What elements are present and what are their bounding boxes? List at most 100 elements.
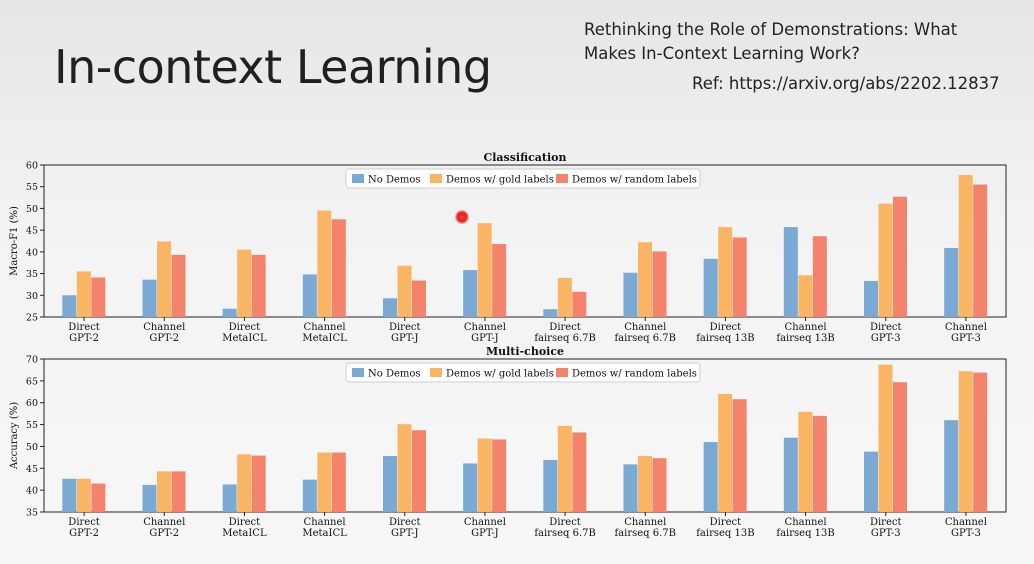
bar-demos-w-gold-labels xyxy=(638,456,652,512)
x-tick-label-line1: Channel xyxy=(624,322,666,333)
bar-no-demos xyxy=(783,437,798,512)
bar-demos-w-random-labels xyxy=(91,277,106,317)
bar-demos-w-gold-labels xyxy=(878,203,893,317)
y-tick-label: 65 xyxy=(26,376,38,387)
x-tick-label-line1: Direct xyxy=(68,322,100,333)
x-tick-label-line2: fairseq 6.7B xyxy=(614,333,676,344)
bar-no-demos xyxy=(864,451,878,512)
x-tick-label-line2: fairseq 6.7B xyxy=(534,528,596,539)
paper-title: Rethinking the Role of Demonstrations: W… xyxy=(584,20,958,63)
bar-no-demos xyxy=(623,272,638,317)
bar-demos-w-random-labels xyxy=(973,184,988,317)
bar-demos-w-random-labels xyxy=(812,236,827,317)
legend-swatch xyxy=(556,174,568,183)
bar-no-demos xyxy=(944,420,959,512)
bar-no-demos xyxy=(302,274,317,317)
bar-no-demos xyxy=(222,308,237,317)
bar-no-demos xyxy=(142,484,157,512)
x-tick-label-line1: Direct xyxy=(68,517,100,528)
x-tick-label-line2: fairseq 13B xyxy=(696,333,754,344)
x-tick-label-line1: Channel xyxy=(143,322,185,333)
x-tick-label-line1: Direct xyxy=(710,322,742,333)
bar-no-demos xyxy=(383,456,397,512)
bar-demos-w-random-labels xyxy=(251,254,266,317)
bar-demos-w-gold-labels xyxy=(397,265,412,317)
bar-demos-w-random-labels xyxy=(492,244,507,317)
bar-demos-w-random-labels xyxy=(732,237,747,317)
x-tick-label-line1: Channel xyxy=(304,322,346,333)
bar-demos-w-random-labels xyxy=(893,382,907,512)
bar-demos-w-gold-labels xyxy=(718,393,733,512)
x-tick-label-line2: GPT-3 xyxy=(871,528,901,539)
y-tick-label: 35 xyxy=(26,508,38,519)
bar-demos-w-random-labels xyxy=(412,280,426,317)
bar-no-demos xyxy=(62,478,77,512)
x-tick-label-line1: Direct xyxy=(549,517,581,528)
legend-label: No Demos xyxy=(368,369,421,380)
y-tick-label: 55 xyxy=(26,420,38,431)
bar-demos-w-gold-labels xyxy=(76,271,91,317)
y-tick-label: 55 xyxy=(26,182,38,193)
x-tick-label-line2: GPT-J xyxy=(471,528,499,539)
bar-demos-w-gold-labels xyxy=(477,438,492,512)
bar-demos-w-random-labels xyxy=(492,439,507,512)
bar-no-demos xyxy=(543,309,558,317)
bar-demos-w-gold-labels xyxy=(878,364,893,512)
x-tick-label-line1: Direct xyxy=(229,517,261,528)
x-tick-label-line2: GPT-3 xyxy=(871,333,901,344)
bar-no-demos xyxy=(142,279,157,317)
y-tick-label: 50 xyxy=(26,204,38,215)
bar-no-demos xyxy=(783,227,798,317)
x-tick-label-line1: Channel xyxy=(624,517,666,528)
bar-no-demos xyxy=(302,479,317,512)
chart-title: Multi-choice xyxy=(486,345,564,358)
x-tick-label-line2: fairseq 13B xyxy=(776,333,834,344)
bar-no-demos xyxy=(383,298,397,317)
chart-title: Classification xyxy=(483,151,566,164)
y-tick-label: 30 xyxy=(26,291,38,302)
bar-no-demos xyxy=(543,459,558,512)
x-tick-label-line1: Channel xyxy=(785,517,827,528)
legend-label: Demos w/ gold labels xyxy=(446,369,554,380)
bar-demos-w-gold-labels xyxy=(237,454,252,512)
y-tick-label: 50 xyxy=(26,442,38,453)
y-tick-label: 70 xyxy=(26,355,38,366)
bar-no-demos xyxy=(864,280,878,317)
x-tick-label-line2: GPT-J xyxy=(391,333,419,344)
legend-swatch xyxy=(352,368,364,377)
x-tick-label-line2: GPT-3 xyxy=(951,333,981,344)
reference-link[interactable]: Ref: https://arxiv.org/abs/2202.12837 xyxy=(692,74,1000,93)
bar-demos-w-random-labels xyxy=(732,399,747,512)
x-tick-label-line1: Direct xyxy=(710,517,742,528)
legend-swatch xyxy=(556,368,568,377)
legend-swatch xyxy=(430,368,442,377)
bar-demos-w-gold-labels xyxy=(798,411,813,512)
y-tick-label: 60 xyxy=(26,161,38,172)
bar-demos-w-random-labels xyxy=(171,471,186,512)
y-tick-label: 45 xyxy=(26,464,38,475)
bar-demos-w-random-labels xyxy=(812,415,827,512)
legend-swatch xyxy=(430,174,442,183)
bar-demos-w-random-labels xyxy=(251,455,266,512)
x-tick-label-line2: MetaICL xyxy=(222,528,267,539)
x-tick-label-line2: GPT-J xyxy=(391,528,419,539)
bar-demos-w-gold-labels xyxy=(718,227,733,317)
x-tick-label-line1: Direct xyxy=(870,322,902,333)
y-tick-label: 45 xyxy=(26,226,38,237)
bar-demos-w-random-labels xyxy=(412,430,426,512)
x-tick-label-line1: Direct xyxy=(389,322,421,333)
bar-demos-w-gold-labels xyxy=(958,174,973,317)
y-tick-label: 60 xyxy=(26,398,38,409)
bar-demos-w-random-labels xyxy=(572,432,587,512)
x-tick-label-line2: GPT-2 xyxy=(69,528,99,539)
bar-no-demos xyxy=(703,258,718,317)
bar-demos-w-gold-labels xyxy=(477,223,492,317)
x-tick-label-line1: Direct xyxy=(549,322,581,333)
bar-demos-w-gold-labels xyxy=(237,249,252,317)
x-tick-label-line1: Channel xyxy=(304,517,346,528)
laser-pointer-dot xyxy=(455,210,469,224)
bar-no-demos xyxy=(463,270,478,317)
bar-demos-w-random-labels xyxy=(652,251,667,317)
bar-demos-w-gold-labels xyxy=(317,452,332,512)
